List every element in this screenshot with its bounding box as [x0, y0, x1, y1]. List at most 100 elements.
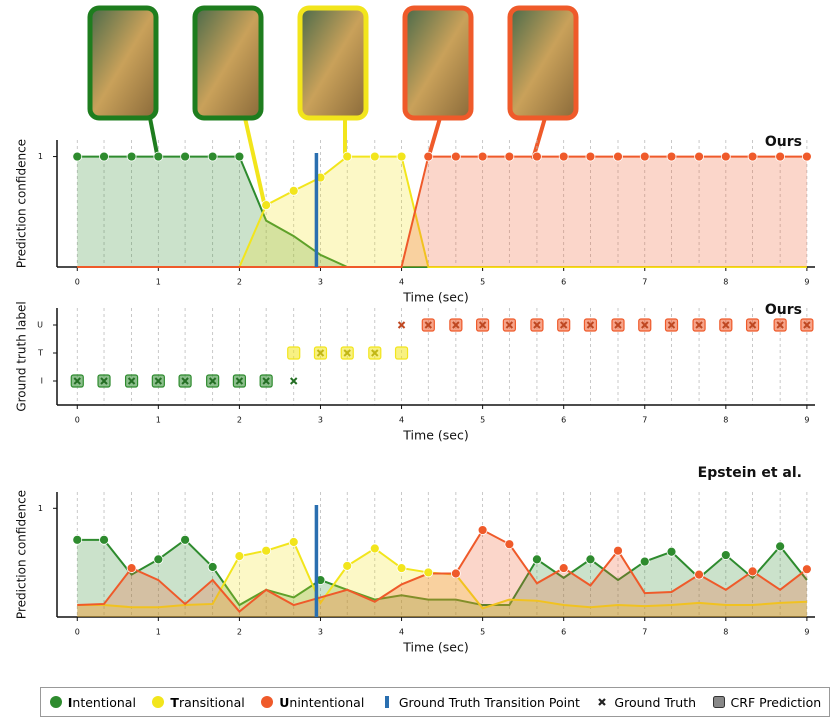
marker — [261, 545, 272, 556]
crf-box — [287, 346, 301, 360]
gt-cross — [722, 321, 730, 329]
legend-item: Ground Truth Transition Point — [380, 695, 580, 710]
marker — [288, 537, 299, 547]
x-tick-label: 5 — [480, 416, 485, 425]
area — [77, 542, 807, 617]
frame — [402, 5, 474, 121]
marker — [369, 543, 380, 554]
gt-cross — [235, 377, 244, 385]
y-axis-label: Prediction confidence — [15, 139, 29, 268]
marker — [72, 151, 83, 162]
gt-cross — [533, 321, 541, 329]
y-tick-label: 1 — [38, 152, 43, 161]
x-tick-label: 7 — [642, 278, 647, 287]
x-tick-label: 2 — [237, 416, 242, 425]
gt-cross — [424, 321, 433, 329]
gt-cross — [803, 321, 811, 329]
marker — [126, 151, 137, 162]
x-tick-label: 2 — [237, 628, 242, 637]
x-tick-label: 6 — [561, 628, 566, 637]
gt-cross — [316, 349, 325, 357]
legend-symbol — [49, 696, 62, 708]
legend-icon — [261, 696, 274, 708]
gt-cross — [641, 321, 649, 329]
legend: Intentional Transitional Unintentional Grou… — [40, 687, 830, 717]
y-tick-label: I — [41, 377, 43, 386]
marker — [450, 568, 461, 579]
panel-title: Epstein et al. — [698, 465, 802, 481]
legend-item: CRF Prediction — [712, 695, 821, 710]
crf-box — [394, 346, 409, 360]
marker — [775, 151, 786, 162]
marker — [180, 534, 190, 545]
x-tick-label: 9 — [804, 416, 809, 425]
y-tick-label: T — [37, 349, 43, 358]
marker — [99, 151, 109, 162]
marker — [99, 534, 109, 545]
frame — [192, 5, 264, 121]
gt-cross — [181, 377, 189, 385]
legend-label: Intentional — [67, 694, 136, 710]
x-tick-label: 6 — [561, 416, 566, 425]
legend-icon — [598, 698, 607, 706]
marker — [477, 525, 488, 535]
marker — [234, 151, 245, 162]
marker — [342, 151, 353, 162]
marker — [720, 550, 731, 560]
legend-symbol — [384, 696, 389, 708]
x-axis-label: Time (sec) — [402, 640, 468, 655]
marker — [694, 151, 704, 162]
gt-cross — [397, 321, 406, 329]
gt-cross — [586, 321, 595, 329]
frame — [507, 5, 579, 121]
gt-cross — [695, 321, 703, 329]
x-tick-label: 3 — [318, 278, 323, 287]
gt-cross — [478, 321, 487, 329]
legend-item: Ground Truth — [595, 695, 696, 710]
y-tick-label: 1 — [38, 504, 43, 513]
legend-item: Unintentional — [260, 695, 364, 710]
gt-cross — [73, 377, 81, 385]
legend-label: Ground Truth — [614, 694, 697, 710]
marker — [558, 151, 569, 162]
gt-cross — [559, 321, 568, 329]
legend-icon — [49, 696, 62, 708]
gt-cross — [343, 349, 351, 357]
legend-symbol — [598, 698, 607, 706]
y-axis-label: Prediction confidence — [15, 490, 29, 619]
marker — [558, 563, 569, 573]
legend-item: Transitional — [151, 695, 245, 710]
marker — [801, 151, 812, 162]
x-tick-label: 5 — [480, 278, 485, 287]
x-tick-label: 0 — [75, 628, 80, 637]
area — [77, 539, 807, 617]
marker — [396, 563, 407, 573]
marker — [532, 151, 542, 162]
marker — [288, 185, 299, 196]
area — [77, 156, 807, 267]
y-axis-label: Ground truth label — [15, 301, 29, 411]
x-axis-label: Time (sec) — [402, 290, 468, 305]
line — [77, 528, 808, 613]
gt-cross — [614, 321, 622, 329]
gt-cross — [127, 377, 136, 385]
marker — [423, 151, 434, 162]
gt-cross — [748, 321, 757, 329]
marker — [207, 151, 218, 162]
x-tick-label: 4 — [399, 278, 404, 287]
marker — [613, 545, 623, 556]
marker — [234, 551, 245, 562]
x-tick-label: 8 — [723, 628, 728, 637]
marker — [396, 151, 407, 162]
gt-cross — [371, 349, 379, 357]
x-tick-label: 5 — [480, 628, 485, 637]
panel-title: Ours — [765, 134, 802, 150]
x-tick-label: 3 — [318, 416, 323, 425]
frame — [87, 5, 159, 121]
marker — [126, 563, 137, 573]
legend-label: Unintentional — [279, 694, 365, 710]
x-tick-label: 1 — [156, 628, 161, 637]
marker — [747, 566, 758, 577]
legend-icon — [152, 696, 165, 708]
marker — [72, 534, 83, 545]
